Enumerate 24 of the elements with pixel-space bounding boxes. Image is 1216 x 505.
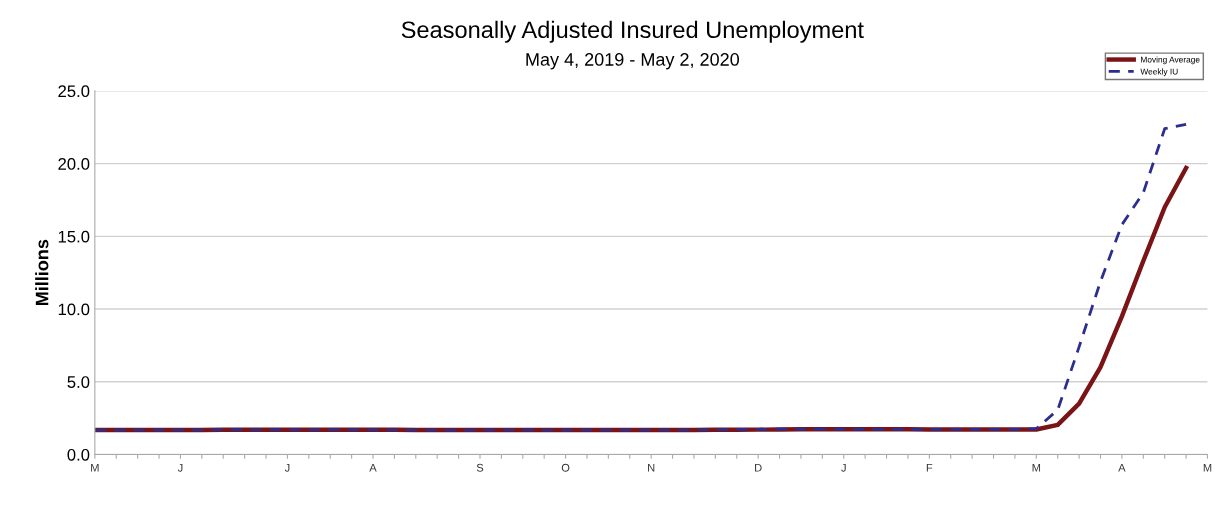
y-tick-label: 0.0 — [67, 448, 90, 461]
chart-subtitle: May 4, 2019 - May 2, 2020 — [526, 53, 740, 70]
x-tick-label: D — [755, 463, 762, 472]
x-tick-label: J — [177, 463, 183, 472]
x-tick-label: F — [926, 463, 933, 472]
legend-label: Moving Average — [1141, 56, 1200, 65]
x-tick-label: J — [841, 463, 846, 472]
x-tick-label: M — [1032, 463, 1041, 472]
y-tick-label: 10.0 — [58, 303, 90, 316]
y-axis-title: Millions — [35, 239, 49, 306]
x-tick-label: A — [1118, 463, 1126, 472]
x-tick-label: M — [91, 463, 99, 472]
x-tick-label: M — [1203, 463, 1212, 472]
x-tick-label: N — [648, 463, 655, 472]
x-tick-label: J — [284, 463, 290, 472]
x-tick-label: O — [561, 463, 570, 472]
x-tick-label: S — [476, 463, 484, 472]
y-tick-label: 20.0 — [58, 158, 90, 170]
y-tick-label: 15.0 — [58, 230, 90, 243]
chart-title: Seasonally Adjusted Insured Unemployment — [401, 20, 864, 43]
legend-label: Weekly IU — [1140, 68, 1178, 77]
x-tick-label: A — [369, 463, 377, 472]
y-tick-label: 25.0 — [58, 85, 90, 98]
y-tick-label: 5.0 — [67, 376, 90, 388]
